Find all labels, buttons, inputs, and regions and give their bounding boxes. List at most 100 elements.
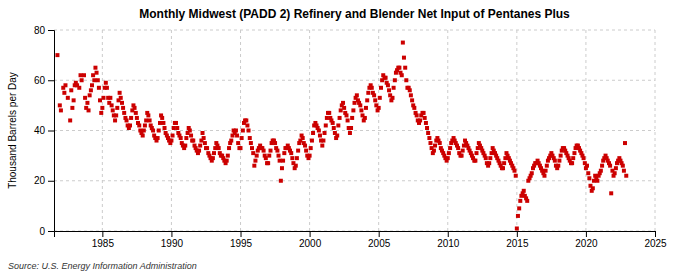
point — [93, 66, 97, 70]
x-tick: 1990 — [161, 231, 184, 249]
x-tick: 2015 — [506, 231, 529, 249]
point — [372, 93, 376, 97]
point — [572, 151, 576, 155]
point — [239, 146, 243, 150]
point — [530, 171, 534, 175]
point — [66, 96, 70, 100]
point — [366, 91, 370, 95]
point — [384, 76, 388, 80]
point — [105, 86, 109, 90]
x-grid-line — [309, 30, 310, 231]
point — [120, 101, 124, 105]
point — [268, 149, 272, 153]
point — [556, 164, 560, 168]
point — [62, 91, 66, 95]
point — [141, 134, 145, 138]
points — [55, 41, 628, 231]
point — [88, 93, 92, 97]
point — [95, 71, 99, 75]
y-tick: 40 — [34, 125, 54, 136]
point — [264, 156, 268, 160]
point — [262, 149, 266, 153]
x-tick-label: 2005 — [368, 238, 391, 249]
point — [290, 156, 294, 160]
point — [624, 174, 628, 178]
point — [456, 146, 460, 150]
point — [318, 134, 322, 138]
point — [188, 129, 192, 133]
point — [77, 86, 81, 90]
point — [423, 116, 427, 120]
point — [144, 118, 148, 122]
point — [438, 141, 442, 145]
point — [390, 96, 394, 100]
point — [424, 121, 428, 125]
point — [488, 156, 492, 160]
point — [201, 131, 205, 135]
point — [432, 149, 436, 153]
point — [277, 154, 281, 158]
point — [205, 146, 209, 150]
point — [571, 156, 575, 160]
point — [321, 139, 325, 143]
point — [68, 118, 72, 122]
y-tick-label: 0 — [39, 226, 45, 237]
point — [446, 156, 450, 160]
point — [364, 106, 368, 110]
x-tick-label: 2000 — [299, 238, 322, 249]
point — [518, 199, 522, 203]
point — [325, 116, 329, 120]
point — [245, 123, 249, 127]
point — [559, 154, 563, 158]
point — [327, 111, 331, 115]
point — [98, 98, 102, 102]
point — [295, 156, 299, 160]
point — [336, 123, 340, 127]
point — [386, 83, 390, 87]
y-tick: 20 — [34, 175, 54, 186]
point — [403, 66, 407, 70]
point — [251, 151, 255, 155]
x-grid-line — [447, 30, 448, 231]
point — [227, 146, 231, 150]
point — [198, 144, 202, 148]
y-tick-label: 40 — [34, 125, 46, 136]
point — [240, 136, 244, 140]
point — [409, 93, 413, 97]
point — [525, 199, 529, 203]
point — [143, 123, 147, 127]
point — [80, 78, 84, 82]
point — [184, 136, 188, 140]
point — [58, 103, 62, 107]
point — [502, 161, 506, 165]
point — [217, 146, 221, 150]
point — [108, 96, 112, 100]
point — [339, 108, 343, 112]
point — [365, 98, 369, 102]
point — [428, 141, 432, 145]
point — [253, 159, 257, 163]
point — [600, 164, 604, 168]
point — [433, 144, 437, 148]
point — [133, 106, 137, 110]
y-tick-label: 20 — [34, 175, 46, 186]
point — [331, 121, 335, 125]
point — [621, 164, 625, 168]
y-tick-label: 80 — [34, 25, 46, 36]
point — [516, 214, 520, 218]
point — [191, 139, 195, 143]
point — [408, 88, 412, 92]
point — [174, 121, 178, 125]
point — [346, 118, 350, 122]
y-tick: 0 — [39, 226, 54, 237]
point — [229, 139, 233, 143]
x-grid-line — [655, 30, 656, 231]
x-tick-mark — [655, 231, 656, 237]
point — [273, 141, 277, 145]
point — [608, 164, 612, 168]
x-tick-mark — [448, 231, 449, 237]
x-tick: 2025 — [644, 231, 667, 249]
point — [425, 126, 429, 130]
point — [341, 101, 345, 105]
point — [392, 86, 396, 90]
